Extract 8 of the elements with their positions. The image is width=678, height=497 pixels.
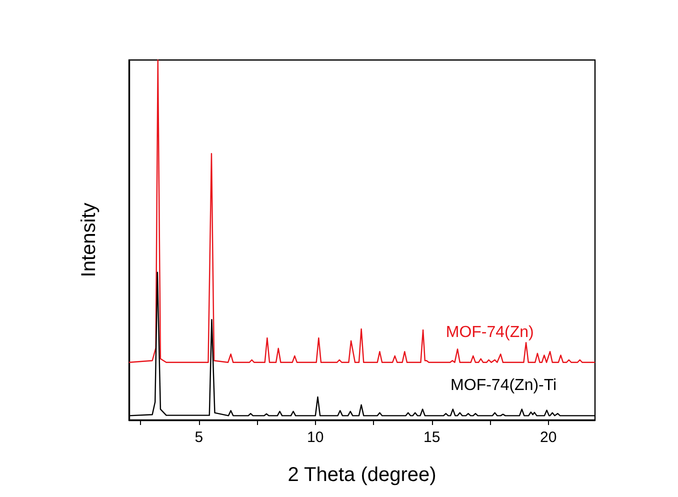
x-tick-label: 15 <box>424 429 440 446</box>
x-axis-title: 2 Theta (degree) <box>288 464 436 486</box>
x-tick-label: 20 <box>540 429 557 446</box>
series-label: MOF-74(Zn)-Ti <box>450 377 557 394</box>
series-label: MOF-74(Zn) <box>446 324 534 341</box>
x-tick-label: 10 <box>307 429 324 446</box>
x-tick-label: 5 <box>194 429 204 446</box>
y-axis-title: Intensity <box>78 202 100 278</box>
